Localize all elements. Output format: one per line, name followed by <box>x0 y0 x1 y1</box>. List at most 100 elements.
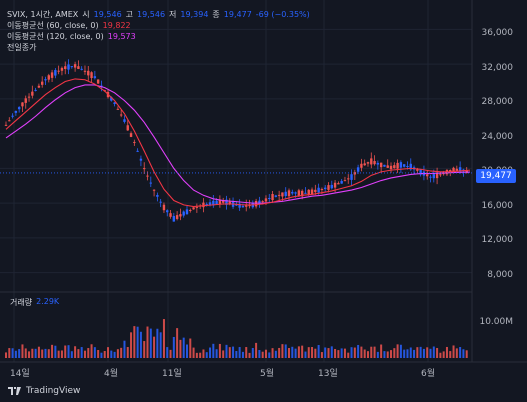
candle-body <box>113 102 116 104</box>
volume-bar <box>74 346 77 358</box>
volume-bar <box>116 349 119 358</box>
volume-bar <box>218 343 221 358</box>
low-label: 저 <box>169 10 177 19</box>
volume-bar <box>268 352 271 358</box>
volume-legend[interactable]: 거래량 2.29K <box>10 297 59 308</box>
volume-bar <box>110 350 113 358</box>
candle-body <box>294 192 297 194</box>
volume-bar <box>31 348 34 358</box>
volume-bar <box>60 350 63 358</box>
volume-bar <box>228 347 231 358</box>
volume-bar <box>34 348 37 358</box>
volume-bar <box>24 348 27 358</box>
volume-bar <box>212 343 215 358</box>
volume-bar <box>185 344 188 358</box>
volume-bar <box>278 347 281 358</box>
volume-bar <box>334 348 337 358</box>
candle-body <box>300 190 304 197</box>
candle-body <box>136 150 139 152</box>
time-tick-11: 11일 <box>162 369 182 379</box>
candle-body <box>406 166 409 168</box>
volume-bar <box>51 344 54 358</box>
volume-bar <box>222 350 225 358</box>
volume-value: 2.29K <box>36 297 60 306</box>
candle-body <box>327 185 330 190</box>
candle-body <box>363 163 366 166</box>
high-value: 19,546 <box>137 10 166 19</box>
prev-close-legend[interactable]: 전일종가 <box>7 42 310 53</box>
volume-bar <box>436 347 439 358</box>
candle-body <box>70 66 74 68</box>
candle-body <box>429 176 432 178</box>
candle-body <box>218 199 222 205</box>
ma120-line <box>5 84 471 204</box>
volume-bar <box>343 348 346 358</box>
volume-bar <box>182 337 185 358</box>
candle-body <box>297 190 301 197</box>
volume-bar <box>248 352 251 358</box>
volume-bar <box>406 349 409 358</box>
volume-bar <box>459 347 462 358</box>
volume-bar <box>426 347 429 358</box>
candle-body <box>80 68 83 70</box>
volume-bar <box>413 349 416 358</box>
volume-bar <box>301 345 304 358</box>
candle-body <box>291 191 294 194</box>
price-tick-8000: 8,000 <box>487 270 513 280</box>
volume-bar <box>126 347 129 358</box>
candle-body <box>340 180 343 184</box>
volume-bar <box>465 350 468 358</box>
ma120-legend[interactable]: 이동평균선 (120, close, 0) 19,573 <box>7 31 310 42</box>
candle-body <box>64 66 67 69</box>
volume-bar <box>455 348 458 358</box>
candle-body <box>393 165 396 169</box>
volume-bar <box>113 351 116 358</box>
volume-bar <box>143 341 146 358</box>
candle-body <box>399 162 403 168</box>
open-value: 19,546 <box>93 10 122 19</box>
volume-bar <box>327 348 330 358</box>
volume-bar <box>419 346 422 358</box>
candle-body <box>96 79 100 84</box>
volume-bar <box>340 348 343 358</box>
volume-bar <box>294 348 297 358</box>
candle-body <box>21 102 24 107</box>
volume-bar <box>77 349 80 358</box>
close-value: 19,477 <box>223 10 252 19</box>
volume-bar <box>373 346 376 358</box>
volume-bar <box>232 346 235 358</box>
volume-bar <box>241 351 244 358</box>
candle-body <box>159 201 162 203</box>
volume-bar <box>403 349 406 358</box>
change-value: -69 (−0.35%) <box>255 10 310 19</box>
candle-body <box>34 89 37 91</box>
candle-body <box>386 165 389 168</box>
tradingview-logo[interactable]: TradingView <box>8 386 80 396</box>
candle-body <box>40 81 44 85</box>
candle-body <box>350 174 353 180</box>
volume-bar <box>442 351 445 358</box>
volume-bar <box>100 352 103 358</box>
volume-bar <box>386 351 389 358</box>
volume-bar <box>274 350 277 358</box>
volume-bar <box>44 348 47 358</box>
volume-bar <box>21 344 24 358</box>
volume-bar <box>146 326 149 358</box>
candle-body <box>14 110 18 113</box>
candle-body <box>330 184 333 189</box>
candle-body <box>139 158 143 161</box>
tradingview-icon <box>8 387 21 395</box>
candle-body <box>60 67 64 71</box>
volume-bar <box>317 345 320 358</box>
volume-bar <box>366 351 369 358</box>
volume-bar <box>409 347 412 358</box>
candle-body <box>228 201 231 205</box>
ma60-legend[interactable]: 이동평균선 (60, close, 0) 19,822 <box>7 20 310 31</box>
volume-label: 거래량 <box>10 298 33 307</box>
volume-bar <box>202 349 205 358</box>
volume-bar <box>166 347 169 358</box>
volume-bar <box>353 347 356 358</box>
volume-bar <box>357 344 360 358</box>
